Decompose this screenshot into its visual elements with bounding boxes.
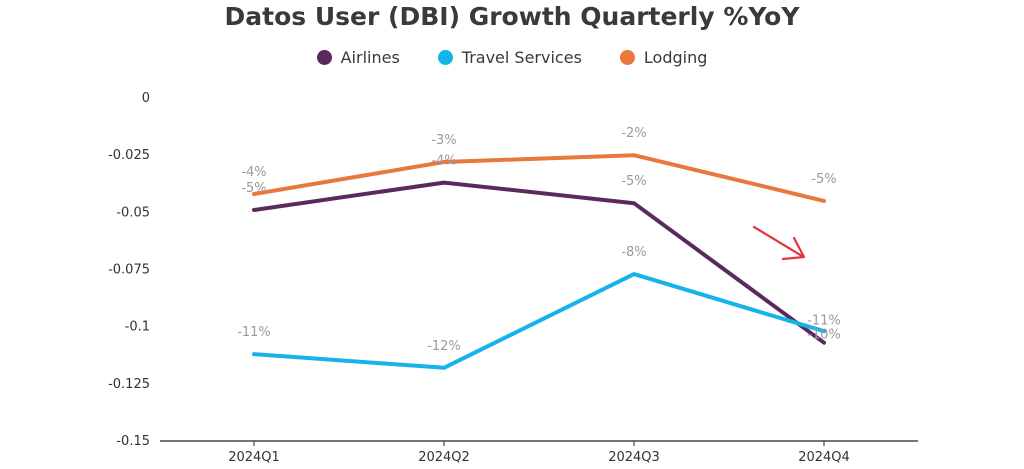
legend-item-travel-services: Travel Services bbox=[437, 48, 582, 67]
data-label-travel-services: -10% bbox=[807, 328, 841, 343]
series-line-travel-services bbox=[252, 272, 826, 370]
x-tick-label: 2024Q3 bbox=[608, 450, 660, 465]
data-label-airlines: -5% bbox=[241, 181, 266, 196]
data-label-airlines: -11% bbox=[807, 314, 841, 329]
trend-arrow-icon bbox=[752, 225, 804, 258]
data-label-lodging: -3% bbox=[431, 133, 456, 148]
legend-label-lodging: Lodging bbox=[643, 48, 708, 67]
data-label-airlines: -4% bbox=[431, 154, 456, 169]
x-tick-label: 2024Q4 bbox=[798, 450, 850, 465]
legend: Airlines Travel Services Lodging bbox=[0, 48, 1024, 67]
data-label-travel-services: -11% bbox=[237, 325, 271, 340]
data-label-travel-services: -12% bbox=[427, 339, 461, 354]
trend-arrow-head-icon bbox=[781, 236, 806, 261]
y-tick-label: -0.025 bbox=[108, 148, 150, 163]
legend-marker-lodging bbox=[619, 50, 635, 65]
series-line-lodging bbox=[252, 153, 826, 203]
chart-title: Datos User (DBI) Growth Quarterly %YoY bbox=[224, 2, 800, 31]
y-tick-label: -0.15 bbox=[116, 434, 150, 449]
legend-marker-airlines bbox=[316, 50, 332, 65]
legend-marker-travel-services bbox=[437, 50, 453, 65]
data-label-lodging: -2% bbox=[621, 126, 646, 141]
data-label-lodging: -5% bbox=[811, 172, 836, 187]
legend-item-airlines: Airlines bbox=[316, 48, 400, 67]
data-label-airlines: -5% bbox=[621, 174, 646, 189]
x-tick-label: 2024Q2 bbox=[418, 450, 470, 465]
y-tick-label: -0.05 bbox=[116, 205, 150, 220]
y-tick-label: 0 bbox=[142, 91, 150, 106]
data-label-travel-services: -8% bbox=[621, 245, 646, 260]
legend-label-airlines: Airlines bbox=[340, 48, 400, 67]
y-tick-label: -0.075 bbox=[108, 263, 150, 278]
x-tick-label: 2024Q1 bbox=[228, 450, 280, 465]
legend-label-travel-services: Travel Services bbox=[461, 48, 582, 67]
data-label-lodging: -4% bbox=[241, 165, 266, 180]
y-tick-label: -0.1 bbox=[125, 320, 150, 335]
legend-item-lodging: Lodging bbox=[619, 48, 708, 67]
series-line-airlines bbox=[252, 180, 826, 345]
y-tick-label: -0.125 bbox=[108, 377, 150, 392]
